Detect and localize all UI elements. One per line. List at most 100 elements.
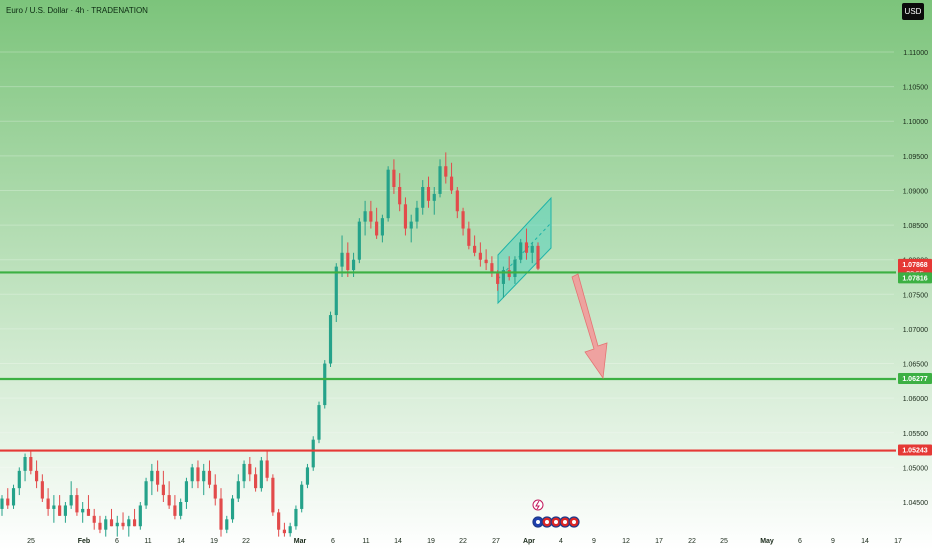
- candle-body: [392, 169, 396, 187]
- candle-body: [52, 505, 56, 509]
- candle-body: [173, 505, 177, 516]
- candle-body: [444, 166, 448, 177]
- candle-body: [115, 522, 119, 527]
- time-tick-label: Feb: [78, 538, 90, 545]
- candle-body: [340, 252, 344, 267]
- candle-body: [288, 526, 292, 534]
- candle-body: [207, 470, 212, 485]
- chart-title: Euro / U.S. Dollar · 4h · TRADENATION: [6, 6, 148, 15]
- price-tick-label: 1.06000: [903, 396, 928, 403]
- price-label-bg: [898, 444, 932, 456]
- candle-body: [294, 508, 298, 527]
- price-tick-label: 1.06500: [903, 362, 928, 369]
- candle-body: [202, 470, 206, 482]
- event-dot: [563, 520, 567, 524]
- candle-body: [92, 515, 96, 523]
- candle-body: [29, 457, 33, 471]
- time-tick-label: 9: [592, 538, 596, 545]
- lightning-icon[interactable]: [532, 499, 544, 511]
- price-axis[interactable]: 1.04500 1.05000 1.05500 1.06000 1.06500 1.070…: [898, 50, 932, 507]
- time-tick-label: Apr: [523, 538, 535, 545]
- candle-body: [398, 187, 402, 205]
- candle-body: [484, 259, 488, 264]
- horizontal-levels[interactable]: [0, 271, 896, 452]
- price-tick-label: 1.11000: [903, 50, 928, 57]
- time-tick-label: 22: [688, 538, 696, 545]
- candle-body: [0, 498, 4, 509]
- candle-body: [363, 211, 367, 222]
- candle-body: [242, 463, 246, 482]
- time-tick-label: 22: [242, 538, 250, 545]
- candle-body: [300, 484, 304, 509]
- candle-body: [104, 519, 108, 530]
- candle-body: [473, 245, 477, 253]
- candle-body: [156, 470, 160, 485]
- time-tick-label: 25: [27, 538, 35, 545]
- price-tick-label: 1.09500: [903, 154, 928, 161]
- candle-body: [415, 207, 419, 222]
- price-tick-label: 1.05500: [903, 431, 928, 438]
- time-tick-label: 11: [144, 538, 151, 545]
- candle-body: [254, 474, 258, 489]
- candle-body: [81, 508, 85, 513]
- candle-body: [536, 245, 540, 269]
- candle-body: [346, 252, 350, 271]
- price-label: 1.05243: [902, 448, 927, 455]
- candle-body: [501, 270, 506, 284]
- time-tick-label: 6: [798, 538, 802, 545]
- price-label: 1.06277: [902, 376, 927, 383]
- candle-body: [478, 252, 482, 260]
- time-tick-label: May: [760, 538, 774, 545]
- candle-body: [409, 221, 413, 229]
- candle-body: [507, 270, 511, 277]
- candle-body: [277, 512, 281, 530]
- candle-body: [496, 273, 500, 284]
- candle-body: [109, 519, 114, 527]
- time-tick-label: 6: [331, 538, 335, 545]
- grid: [0, 51, 894, 503]
- price-label: 1.07816: [902, 275, 927, 282]
- down-arrow-icon: [571, 273, 608, 380]
- candle-body: [179, 502, 183, 516]
- time-axis[interactable]: 25 Feb 6 11 14 19 22 Mar 6 11 14 19 22 27 Apr 4 9 12 17 22 2…: [27, 538, 902, 545]
- currency-badge[interactable]: USD: [902, 3, 924, 20]
- time-tick-label: 22: [459, 538, 467, 545]
- candle-body: [305, 467, 310, 485]
- candle-body: [230, 498, 235, 520]
- arrow-shape: [571, 273, 608, 380]
- time-tick-label: 19: [210, 538, 218, 545]
- event-dot: [545, 520, 549, 524]
- candle-body: [144, 481, 148, 506]
- price-tick-label: 1.09000: [903, 188, 928, 195]
- candle-body: [259, 460, 263, 489]
- candle-body: [23, 457, 27, 471]
- time-tick-label: 19: [427, 538, 435, 545]
- candle-body: [357, 221, 361, 260]
- candle-body: [438, 166, 442, 194]
- candle-body: [317, 405, 321, 440]
- price-tick-label: 1.04500: [903, 500, 928, 507]
- candle-body: [40, 481, 44, 499]
- price-label-bg: [898, 272, 932, 284]
- event-dot: [536, 520, 540, 524]
- candle-body: [6, 498, 10, 506]
- candle-body: [490, 263, 494, 274]
- candle-body: [17, 470, 21, 489]
- candle-body: [75, 495, 79, 513]
- event-icons[interactable]: [532, 499, 580, 528]
- candle-body: [138, 505, 142, 527]
- candle-body: [248, 463, 252, 475]
- candle-body: [369, 211, 373, 222]
- time-tick-label: 14: [394, 538, 402, 545]
- event-dot: [554, 520, 558, 524]
- candles: [0, 152, 540, 537]
- candle-body: [524, 242, 529, 253]
- candle-body: [461, 211, 465, 229]
- candle-body: [127, 519, 131, 527]
- candle-body: [150, 470, 154, 482]
- candle-body: [63, 505, 67, 516]
- time-tick-label: 14: [177, 538, 185, 545]
